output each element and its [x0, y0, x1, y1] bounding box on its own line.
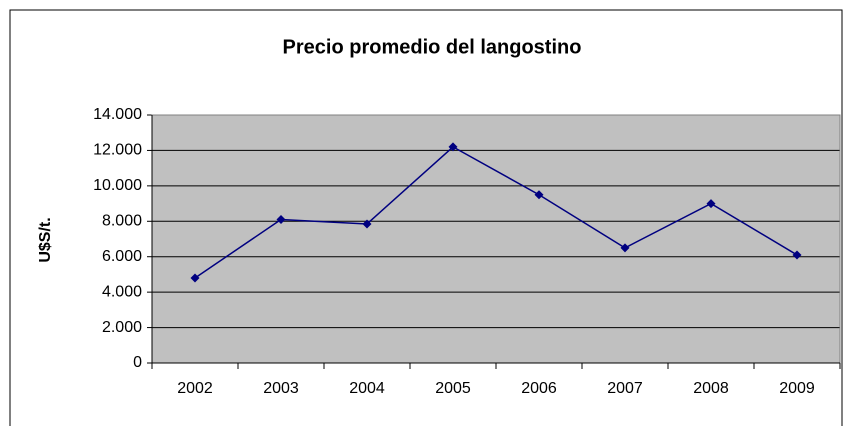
x-tick-label: 2002	[177, 380, 213, 397]
x-tick-label: 2005	[435, 380, 471, 397]
x-tick-label: 2006	[521, 380, 557, 397]
marker	[792, 250, 802, 260]
line	[194, 145, 798, 279]
y-tick-label: 10.000	[93, 177, 142, 194]
x-tick-label: 2008	[693, 380, 729, 397]
x-tick-label: 2007	[607, 380, 643, 397]
x-tick-label: 2009	[779, 380, 815, 397]
chart-title: Precio promedio del langostino	[283, 36, 582, 58]
y-tick-label: 2.000	[102, 319, 142, 336]
y-tick-label: 4.000	[102, 283, 142, 300]
x-tick-label: 2004	[349, 380, 385, 397]
y-tick-label: 0	[133, 354, 142, 371]
marker	[620, 243, 630, 253]
y-tick-label: 12.000	[93, 142, 142, 159]
marker	[362, 219, 372, 229]
y-tick-label: 8.000	[102, 213, 142, 230]
x-tick-label: 2003	[263, 380, 299, 397]
marker	[190, 273, 200, 283]
y-axis-label: U$S/t.	[37, 217, 54, 262]
marker	[276, 215, 286, 225]
y-tick-label: 6.000	[102, 248, 142, 265]
marker	[534, 190, 544, 200]
marker	[448, 142, 458, 152]
y-tick-label: 14.000	[93, 106, 142, 123]
plot-area	[152, 115, 840, 363]
marker	[706, 199, 716, 209]
